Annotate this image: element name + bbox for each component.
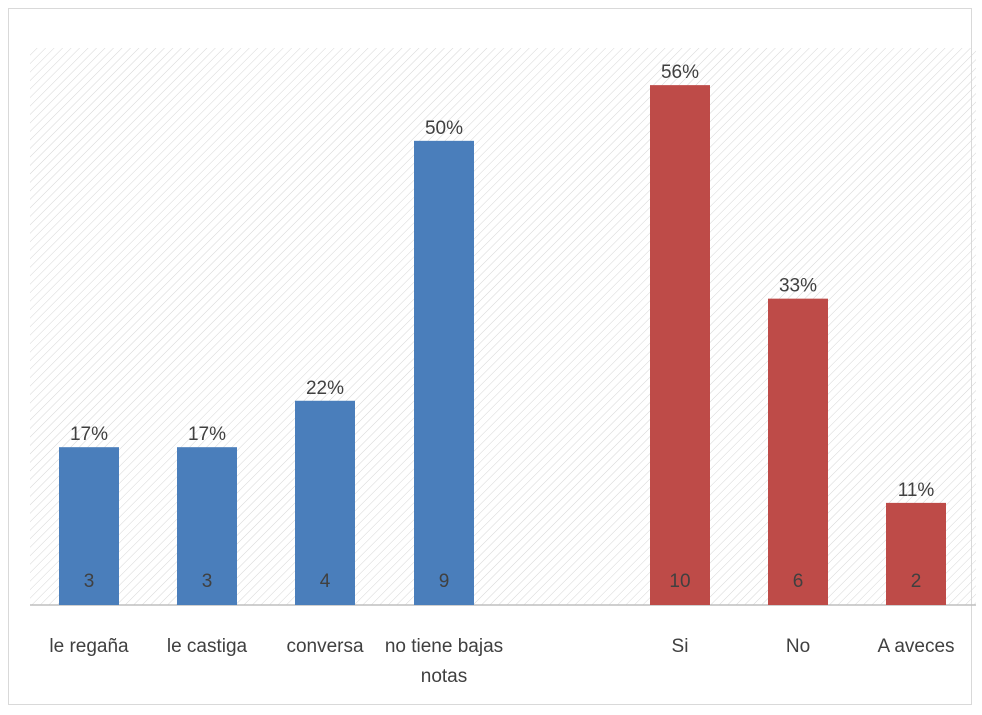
count-label-1: 3 (84, 571, 95, 592)
bar-3 (295, 400, 355, 605)
value-label-7: 11% (898, 480, 935, 501)
value-label-2: 17% (188, 424, 226, 445)
category-label-4: no tiene bajas (385, 636, 503, 657)
bar-5 (650, 85, 710, 606)
bar-6 (768, 298, 828, 605)
category-label-5: Si (672, 636, 689, 657)
bar-1 (59, 447, 119, 605)
bar-2 (177, 447, 237, 605)
value-label-6: 33% (779, 276, 817, 297)
category-label-2: le castiga (167, 636, 248, 657)
count-label-7: 2 (911, 571, 922, 592)
count-label-6: 6 (793, 571, 804, 592)
category-label-7: A aveces (877, 636, 954, 657)
bar-7 (886, 502, 946, 605)
count-label-4: 9 (439, 571, 450, 592)
count-label-3: 4 (320, 571, 331, 592)
value-label-5: 56% (661, 62, 699, 83)
category-label-6: No (786, 636, 810, 657)
count-label-5: 10 (669, 571, 690, 592)
labels-layer: 17% 3 17% 3 22% 4 50% 9 56% 10 33% 6 11% 2 le regaña le… (49, 62, 954, 687)
category-label-1: le regaña (49, 636, 129, 657)
value-label-1: 17% (70, 424, 108, 445)
bars-layer (59, 85, 946, 606)
category-label-4-line2: notas (421, 666, 467, 687)
category-label-3: conversa (286, 636, 364, 657)
bar-4 (414, 140, 474, 606)
value-label-3: 22% (306, 378, 344, 399)
count-label-2: 3 (202, 571, 213, 592)
plot-area (30, 48, 976, 605)
value-label-4: 50% (425, 118, 463, 139)
